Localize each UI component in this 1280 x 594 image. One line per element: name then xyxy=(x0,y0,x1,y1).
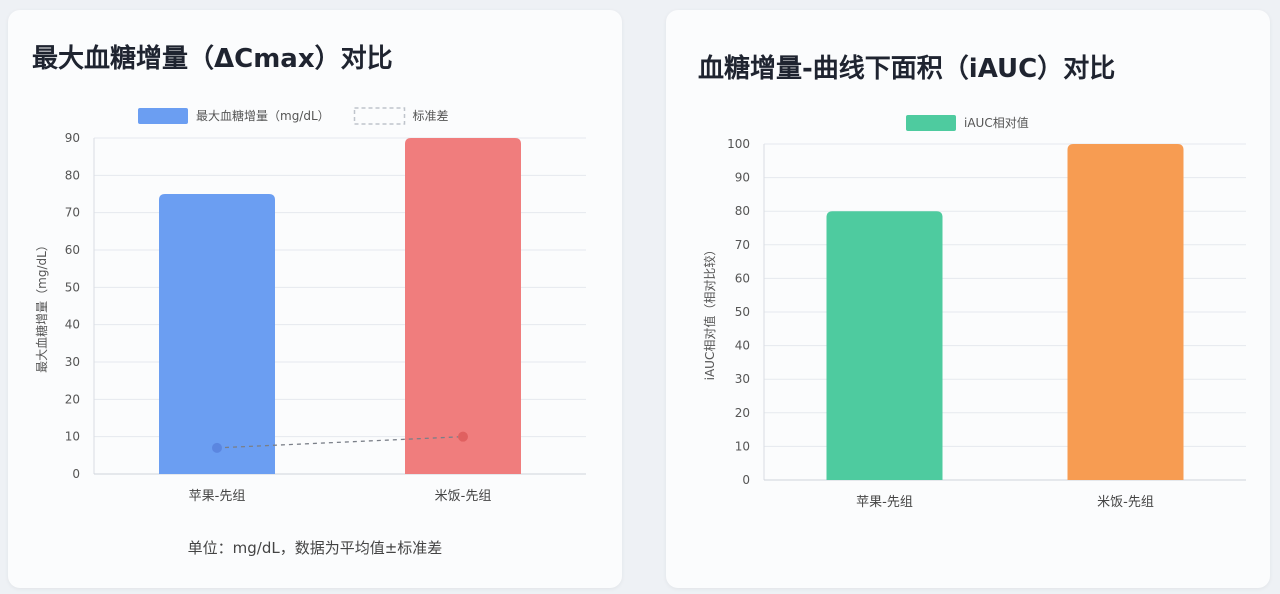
y-tick-label: 60 xyxy=(65,243,80,257)
legend-label: 最大血糖增量（mg/dL） xyxy=(196,108,330,123)
std-dev-point-2 xyxy=(458,431,468,442)
y-tick-label: 30 xyxy=(735,372,750,386)
y-tick-label: 10 xyxy=(735,439,750,453)
iauc-chart-card: 血糖增量-曲线下面积（iAUC）对比 0 10 20 30 40 50 60 70 80 90 10… xyxy=(666,10,1270,588)
delta-cmax-chart-card: 最大血糖增量（ΔCmax）对比 0 10 20 30 40 50 60 70 80 90 最大血糖增… xyxy=(8,10,622,588)
delta-cmax-chart-title: 最大血糖增量（ΔCmax）对比 xyxy=(32,44,393,74)
y-axis-title: 最大血糖增量（mg/dL） xyxy=(34,239,49,373)
y-tick-label: 90 xyxy=(735,171,750,185)
y-tick-label: 70 xyxy=(65,206,80,220)
bar-1 xyxy=(159,194,275,474)
y-tick-label: 90 xyxy=(65,131,80,145)
y-tick-label: 40 xyxy=(735,339,750,353)
bar-2 xyxy=(1067,144,1184,480)
y-tick-label: 50 xyxy=(735,305,750,319)
legend-label: iAUC相对值 xyxy=(964,115,1029,130)
std-dev-point-1 xyxy=(212,442,222,453)
legend-swatch-dashed xyxy=(353,107,406,125)
x-category-label: 米饭-先组 xyxy=(1097,495,1154,510)
iauc-chart-title: 血糖增量-曲线下面积（iAUC）对比 xyxy=(698,54,1116,84)
y-tick-label: 20 xyxy=(65,392,80,406)
y-tick-label: 50 xyxy=(65,280,80,294)
x-category-label: 苹果-先组 xyxy=(189,489,246,504)
y-tick-label: 20 xyxy=(735,406,750,420)
y-tick-label: 80 xyxy=(735,204,750,218)
delta-cmax-footnote: 单位：mg/dL，数据为平均值±标准差 xyxy=(187,539,443,557)
y-tick-label: 60 xyxy=(735,271,750,285)
x-category-label: 米饭-先组 xyxy=(435,489,492,504)
y-tick-label: 0 xyxy=(742,473,750,487)
std-dev-line xyxy=(216,436,464,449)
bar-2 xyxy=(405,138,521,474)
y-tick-label: 80 xyxy=(65,168,80,182)
y-tick-label: 10 xyxy=(65,430,80,444)
x-category-label: 苹果-先组 xyxy=(856,495,913,510)
y-tick-label: 30 xyxy=(65,355,80,369)
y-axis-title: iAUC相对值（相对比较） xyxy=(702,244,717,381)
y-tick-label: 100 xyxy=(727,137,750,151)
legend-swatch-bar xyxy=(138,108,188,124)
y-tick-label: 0 xyxy=(72,467,80,481)
y-tick-label: 40 xyxy=(65,318,80,332)
bar-1 xyxy=(826,211,943,480)
legend-swatch-bar xyxy=(906,115,956,131)
iauc-chart: 0 10 20 30 40 50 60 70 80 90 100 iAUC相对值（相对比较） 苹果-先组… xyxy=(702,115,1246,510)
delta-cmax-chart: 0 10 20 30 40 50 60 70 80 90 最大血糖增量（mg/dL） 苹果-先组 米饭-… xyxy=(34,107,586,504)
legend-label: 标准差 xyxy=(413,109,449,123)
y-tick-label: 70 xyxy=(735,238,750,252)
